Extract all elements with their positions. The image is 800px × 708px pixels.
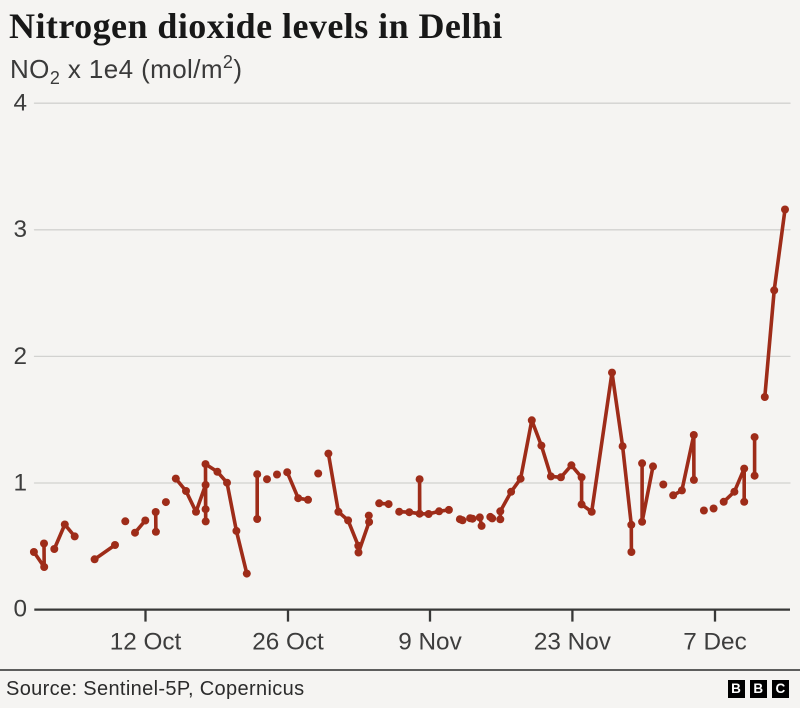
svg-text:12 Oct: 12 Oct (110, 629, 182, 656)
svg-text:2: 2 (13, 343, 27, 370)
svg-text:3: 3 (13, 216, 27, 243)
svg-text:9 Nov: 9 Nov (398, 629, 462, 656)
svg-text:0: 0 (13, 596, 27, 623)
svg-text:26 Oct: 26 Oct (252, 629, 324, 656)
svg-text:4: 4 (13, 90, 27, 117)
svg-text:23 Nov: 23 Nov (534, 629, 612, 656)
svg-text:7 Dec: 7 Dec (683, 629, 746, 656)
svg-text:1: 1 (13, 469, 27, 496)
